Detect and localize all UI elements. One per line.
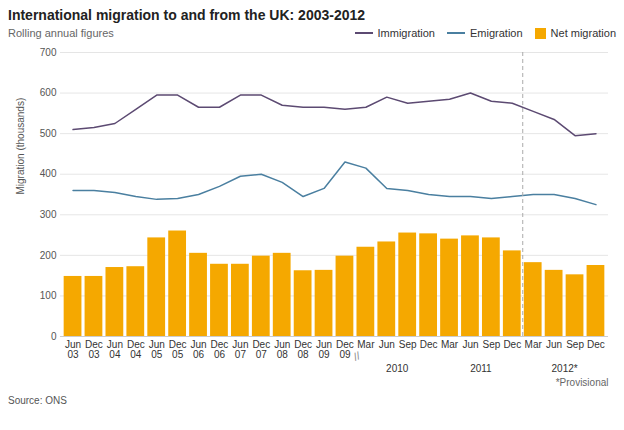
svg-text:Sep: Sep [482, 339, 500, 350]
svg-text:Dec08: Dec08 [294, 339, 312, 360]
svg-text:Jun: Jun [379, 339, 395, 350]
svg-text:Jun09: Jun09 [316, 339, 332, 360]
svg-text:Jun07: Jun07 [232, 339, 248, 360]
svg-text:Dec: Dec [503, 339, 521, 350]
svg-text:2012*: 2012* [552, 363, 578, 374]
svg-text:Dec04: Dec04 [127, 339, 145, 360]
svg-text:0: 0 [51, 331, 57, 342]
html-text:Net migration: Net migration [550, 27, 616, 39]
svg-text:400: 400 [40, 168, 57, 179]
html-text:International migration to and: International migration to and from the … [8, 7, 366, 23]
svg-text:300: 300 [40, 209, 57, 220]
html-text:Source: ONS: Source: ONS [8, 395, 67, 406]
svg-text:Mar: Mar [441, 339, 459, 350]
svg-text:Dec07: Dec07 [252, 339, 270, 360]
svg-text:Jun08: Jun08 [274, 339, 290, 360]
svg-text:Dec05: Dec05 [169, 339, 187, 360]
svg-text:Sep: Sep [566, 339, 584, 350]
svg-text:Jun06: Jun06 [190, 339, 206, 360]
svg-text:Dec06: Dec06 [211, 339, 229, 360]
svg-text:Jun04: Jun04 [107, 339, 123, 360]
svg-text:500: 500 [40, 128, 57, 139]
svg-text:Dec: Dec [420, 339, 438, 350]
html-text:Immigration: Immigration [377, 27, 435, 39]
svg-text:2010: 2010 [386, 363, 409, 374]
svg-text:Jun05: Jun05 [149, 339, 165, 360]
svg-text:Dec03: Dec03 [85, 339, 103, 360]
svg-text:Sep: Sep [399, 339, 417, 350]
svg-text://: // [352, 349, 363, 363]
svg-text:Dec09: Dec09 [336, 339, 354, 360]
html-text:Emigration: Emigration [470, 27, 523, 39]
svg-text:Mar: Mar [357, 339, 375, 350]
svg-text:Jun: Jun [546, 339, 562, 350]
svg-text:Jun: Jun [462, 339, 478, 350]
svg-text:*Provisional: *Provisional [556, 377, 609, 388]
html-text:Rolling annual figures: Rolling annual figures [8, 27, 114, 39]
svg-text:100: 100 [40, 290, 57, 301]
svg-text:Dec: Dec [587, 339, 605, 350]
svg-text:200: 200 [40, 250, 57, 261]
svg-text:700: 700 [40, 47, 57, 58]
svg-text:Jun03: Jun03 [65, 339, 81, 360]
svg-text:Migration (thousands): Migration (thousands) [15, 98, 26, 195]
svg-text:2011: 2011 [470, 363, 492, 374]
svg-text:600: 600 [40, 87, 57, 98]
svg-text:Mar: Mar [525, 339, 543, 350]
